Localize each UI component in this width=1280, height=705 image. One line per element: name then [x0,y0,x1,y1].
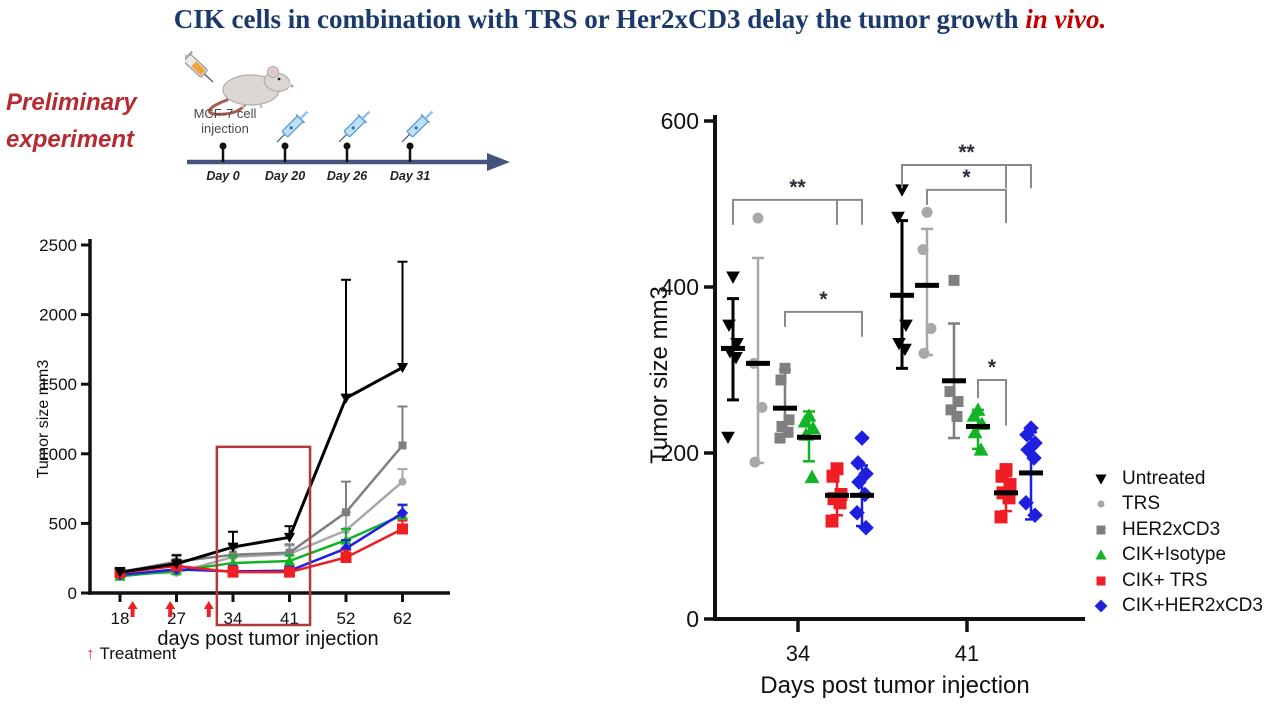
preliminary-line2: experiment [6,126,135,154]
diamond-icon [1093,599,1109,613]
figure-title-text: CIK cells in combination with TRS or Her… [173,4,1026,34]
legend-item-her2xcd3: HER2xCD3 [1093,517,1263,543]
svg-text:Days post tumor injection: Days post tumor injection [760,672,1029,699]
legend-item-cik-her2xcd3: CIK+HER2xCD3 [1093,594,1263,620]
treatment-syringe-icon [396,106,438,148]
svg-text:1000: 1000 [39,445,77,464]
mcf7-caption-line1: MCF-7 cell [194,106,257,121]
treatment-syringe-icon [333,106,375,148]
treatment-syringe-icon [271,106,313,148]
svg-text:**: ** [789,176,806,199]
up-arrow-icon: ↑ [86,644,95,663]
svg-text:Tumor size mm3: Tumor size mm3 [35,360,52,479]
svg-text:62: 62 [393,609,412,628]
svg-text:1500: 1500 [39,375,77,394]
svg-text:400: 400 [661,274,699,300]
square-icon [1093,574,1109,588]
preliminary-line1: Preliminary [6,89,137,116]
legend-label: HER2xCD3 [1122,518,1221,540]
svg-text:600: 600 [661,108,699,134]
svg-text:41: 41 [280,609,299,628]
figure-title: CIK cells in combination with TRS or Her… [0,4,1280,35]
experiment-timeline-diagram: MCF-7 cell injection Day 0 Day 20 Day 26… [185,50,510,183]
legend-label: CIK+Isotype [1122,544,1227,566]
legend-label: Untreated [1122,467,1206,489]
legend-label: TRS [1122,493,1160,515]
figure-title-emphasis: in vivo. [1025,4,1107,34]
legend-item-untreated: Untreated [1093,466,1263,492]
svg-text:*: * [988,356,997,379]
svg-text:2500: 2500 [39,236,77,255]
svg-text:**: ** [958,141,975,164]
timeline-day-26: Day 26 [327,169,368,183]
treatment-note-label: Treatment [99,644,177,663]
svg-text:18: 18 [111,609,130,628]
svg-text:0: 0 [68,584,77,603]
legend-item-cik-isotype: CIK+Isotype [1093,543,1263,569]
treatment-note: ↑ Treatment [86,644,176,664]
injection-syringe-icon [185,50,214,83]
timeline-ticks [219,142,414,162]
svg-text:2000: 2000 [39,306,77,325]
svg-text:Tumor size mm3: Tumor size mm3 [646,286,673,464]
mcf7-caption-line2: injection [201,121,249,136]
legend-item-cik-trs: CIK+ TRS [1093,568,1263,594]
svg-text:41: 41 [955,641,979,666]
square-icon [1093,523,1109,537]
svg-text:*: * [962,166,971,189]
timeline-day-31: Day 31 [390,169,430,183]
svg-text:52: 52 [337,609,356,628]
legend-label: CIK+ TRS [1122,569,1208,591]
timeline-day-20: Day 20 [265,169,305,183]
svg-text:200: 200 [661,440,699,466]
tumor-size-scatter-chart: 0 200 400 600 34 41 Days post tumor injection T… [646,108,1085,699]
timeline-arrow [187,153,510,171]
svg-text:days post tumor injection: days post tumor injection [157,628,378,650]
chart-legend: Untreated TRS HER2xCD3 CIK+Isotype CIK+ TRS C… [1093,466,1263,619]
triangle-up-icon [1093,548,1109,562]
legend-label: CIK+HER2xCD3 [1122,595,1263,617]
svg-text:*: * [819,288,828,311]
triangle-down-icon [1093,472,1109,486]
svg-text:0: 0 [686,606,699,632]
svg-text:34: 34 [224,609,243,628]
timeline-day-0: Day 0 [206,169,239,183]
preliminary-experiment-label: Preliminary experiment [6,84,226,158]
svg-text:500: 500 [49,514,77,533]
mouse-icon [208,66,294,116]
svg-text:34: 34 [786,641,810,666]
circle-icon [1093,497,1109,511]
legend-item-trs: TRS [1093,492,1263,518]
